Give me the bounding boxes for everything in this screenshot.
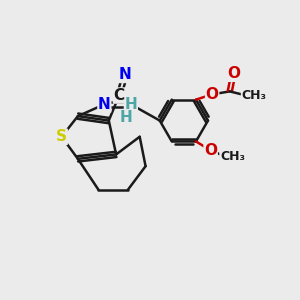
Text: O: O [204, 143, 217, 158]
Text: S: S [56, 129, 67, 144]
Text: C: C [113, 88, 124, 103]
Text: O: O [206, 87, 219, 102]
Text: H: H [124, 97, 137, 112]
Text: CH₃: CH₃ [220, 150, 245, 163]
Text: N: N [118, 68, 131, 82]
Text: CH₃: CH₃ [242, 89, 266, 102]
Text: N: N [98, 97, 111, 112]
Text: H: H [120, 110, 133, 125]
Text: O: O [227, 66, 240, 81]
